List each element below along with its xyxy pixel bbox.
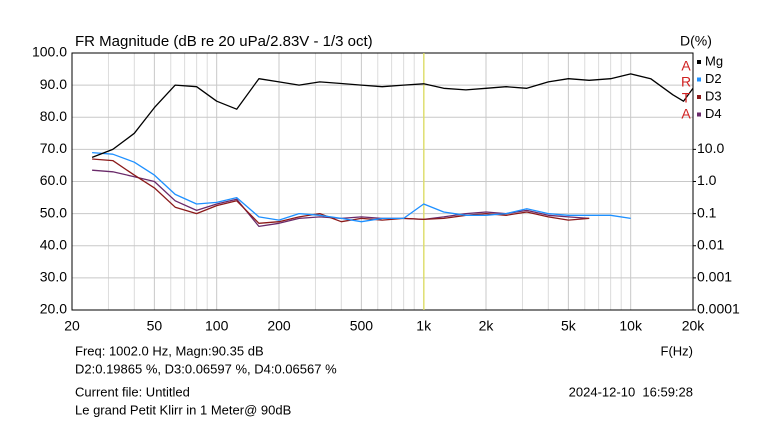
x-tick-label: 200 (267, 318, 291, 334)
x-tick-label: 500 (350, 318, 374, 334)
series-line (92, 151, 631, 223)
legend-swatch (697, 112, 701, 117)
y2-tick-label: 1.0 (697, 172, 717, 188)
y-tick-label: 100.0 (32, 44, 67, 60)
y-tick-label: 50.0 (40, 204, 67, 220)
legend-swatch (697, 95, 701, 99)
series-line (91, 73, 694, 159)
legend-label: D3 (705, 88, 722, 103)
y-tick-label: 30.0 (40, 269, 67, 285)
y-tick-label: 80.0 (40, 108, 67, 124)
y2-tick-label: 0.1 (697, 204, 717, 220)
legend-label: D4 (705, 106, 722, 121)
plot-frame (71, 52, 694, 311)
x-tick-label: 50 (147, 318, 163, 334)
legend-label: D2 (705, 71, 722, 86)
y2-tick-label: 0.0001 (697, 301, 740, 317)
legend-swatch (697, 60, 701, 64)
y2-tick-label: 0.01 (697, 236, 724, 252)
x-axis-label: F(Hz) (661, 343, 694, 358)
x-tick-label: 1k (416, 318, 432, 334)
timestamp: 2024-12-10 16:59:28 (569, 384, 693, 399)
y-tick-label: 90.0 (40, 76, 67, 92)
y2-tick-label: 0.001 (697, 269, 732, 285)
x-tick-label: 5k (561, 318, 577, 334)
x-tick-label: 100 (205, 318, 229, 334)
series-line (92, 158, 590, 224)
logo-letter: A (681, 106, 691, 122)
logo-letter: A (681, 58, 691, 74)
x-tick-label: 20k (682, 318, 706, 334)
cursor-info: D2:0.19865 %, D3:0.06597 %, D4:0.06567 % (75, 361, 337, 376)
logo-letter: R (681, 74, 691, 90)
y-tick-label: 20.0 (40, 301, 67, 317)
y-tick-label: 40.0 (40, 236, 67, 252)
legend-swatch (697, 77, 701, 82)
cursor-info: Freq: 1002.0 Hz, Magn:90.35 dB (75, 343, 264, 358)
x-tick-label: 2k (479, 318, 495, 334)
logo-letter: T (682, 90, 691, 106)
y2-axis-label: D(%) (680, 33, 712, 49)
x-tick-label: 20 (64, 318, 80, 334)
y-tick-label: 60.0 (40, 172, 67, 188)
y2-tick-label: 10.0 (697, 140, 724, 156)
file-info: Current file: Untitled (75, 384, 190, 399)
y-tick-label: 70.0 (40, 140, 67, 156)
chart-title: FR Magnitude (dB re 20 uPa/2.83V - 1/3 o… (75, 33, 373, 50)
legend-label: Mg (705, 53, 723, 68)
file-info: Le grand Petit Klirr in 1 Meter@ 90dB (75, 402, 291, 417)
x-tick-label: 10k (619, 318, 643, 334)
